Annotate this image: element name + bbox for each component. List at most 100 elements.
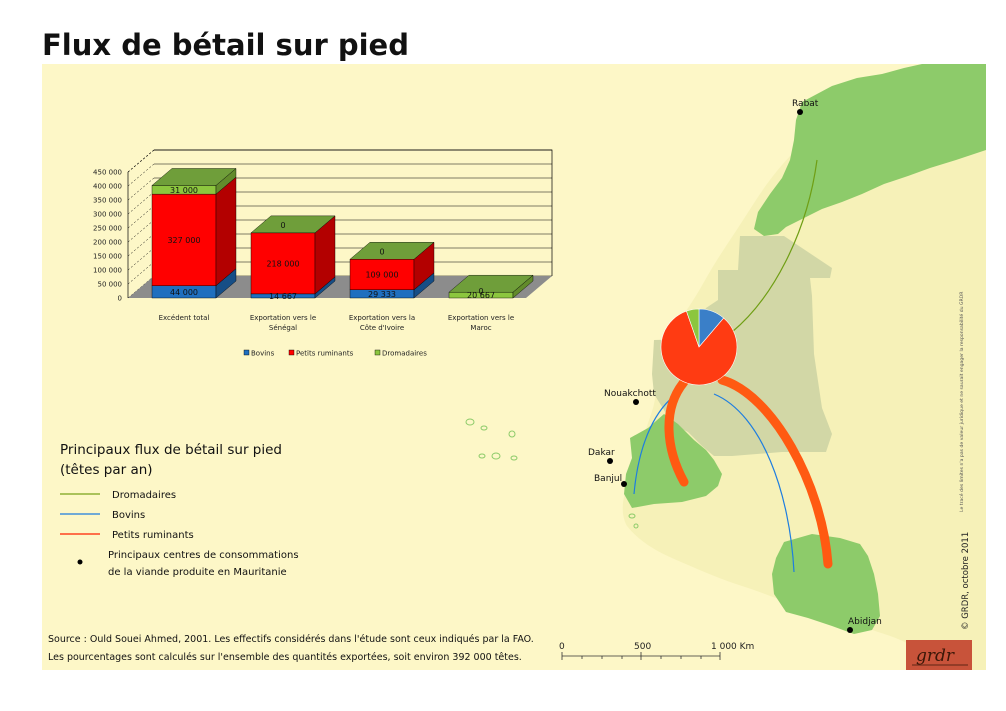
chart-legend: Bovins Petits ruminants Dromadaires <box>243 349 427 358</box>
legend-label-ruminants: Petits ruminants <box>112 530 194 541</box>
city-dot-rabat <box>797 109 803 115</box>
chart-bars: 44 000 327 000 31 000 14 667 218 000 0 29 333 1… <box>151 168 534 301</box>
category-label: Exportation vers le <box>250 314 316 322</box>
chart-legend-swatch-ruminants <box>288 349 295 356</box>
copyright-text: © GRDR, octobre 2011 <box>961 532 971 630</box>
bar-data-label: 0 <box>478 287 483 296</box>
legend-city-dot <box>77 559 83 565</box>
gridline-side <box>127 149 155 173</box>
pie-slice <box>686 308 700 348</box>
disclaimer-text: Le tracé des limites n'a pas de valeur j… <box>958 291 965 512</box>
scale-label-1000: 1 000 Km <box>711 642 754 652</box>
bar-data-label: 31 000 <box>170 186 198 195</box>
bar-top <box>349 242 435 260</box>
category-label: Exportation vers le <box>448 314 514 322</box>
legend-title-line2: (têtes par an) <box>60 462 153 478</box>
gridline-side <box>127 177 155 201</box>
gridline-side <box>127 261 155 285</box>
flow-cattle-senegal <box>633 395 675 495</box>
category-label: Sénégal <box>269 324 297 332</box>
grdr-logo: grdr <box>906 640 972 670</box>
land-morocco <box>754 64 986 236</box>
source-line2: Les pourcentages sont calculés sur l'ens… <box>48 652 522 663</box>
legend-title-line1: Principaux flux de bétail sur pied <box>60 442 282 458</box>
land-mauritania <box>652 236 832 456</box>
y-tick-label: 150 000 <box>93 253 122 261</box>
gridline-side <box>127 191 155 215</box>
pie-slice <box>660 310 738 386</box>
city-label-abidjan: Abidjan <box>848 617 882 627</box>
logo-text: grdr <box>916 646 955 666</box>
y-tick-label: 450 000 <box>93 169 122 177</box>
chart-legend-swatch-dromadaires <box>374 349 381 356</box>
bar-data-label: 20 667 <box>467 291 495 300</box>
chart-legend-label-bovins: Bovins <box>251 350 275 358</box>
bar-chart: 0 50 000 100 000 150 000 200 000 250 000 300 0… <box>93 149 553 358</box>
category-label: Maroc <box>470 324 491 332</box>
city-dot-abidjan <box>847 627 853 633</box>
land-cote-ivoire <box>772 534 880 634</box>
chart-categories: Excédent total Exportation vers le Sénégal… <box>159 314 515 332</box>
legend-point-line2: de la viande produite en Mauritanie <box>108 567 287 578</box>
flows <box>633 159 833 573</box>
bar-data-label: 29 333 <box>368 290 396 299</box>
y-tick-label: 250 000 <box>93 225 122 233</box>
scale-bar-line <box>561 652 721 660</box>
scale-label-0: 0 <box>559 642 565 652</box>
legend-point-line1: Principaux centres de consommations <box>108 550 299 561</box>
category-label: Excédent total <box>159 314 210 322</box>
scale-label-500: 500 <box>634 642 651 652</box>
bar-data-label: 218 000 <box>266 259 299 268</box>
map-panel: Rabat Nouakchott Dakar Banjul Abidjan 0 5… <box>42 64 986 670</box>
map-legend: Principaux flux de bétail sur pied (tête… <box>60 442 299 578</box>
bar-segment <box>349 259 415 290</box>
legend-label-dromadaires: Dromadaires <box>112 490 176 501</box>
export-pie <box>660 308 738 386</box>
city-label-nouakchott: Nouakchott <box>604 389 656 399</box>
map-land <box>465 64 986 670</box>
y-tick-label: 300 000 <box>93 211 122 219</box>
bar-segment <box>250 232 316 295</box>
gridline-side <box>127 205 155 229</box>
bar-data-label: 0 <box>379 247 384 256</box>
city-label-rabat: Rabat <box>792 99 819 109</box>
legend-label-bovins: Bovins <box>112 510 145 521</box>
bar-top <box>250 215 336 234</box>
city-dot-banjul <box>621 481 627 487</box>
y-tick-label: 350 000 <box>93 197 122 205</box>
city-label-dakar: Dakar <box>588 448 615 458</box>
bar-top <box>448 275 534 293</box>
bar-data-label: 14 667 <box>269 292 297 301</box>
city-label-banjul: Banjul <box>594 474 622 484</box>
bar-data-label: 327 000 <box>167 236 200 245</box>
cape-verde-islands <box>465 418 639 529</box>
bar-data-label: 109 000 <box>365 271 398 280</box>
y-tick-label: 100 000 <box>93 267 122 275</box>
flow-ruminants-senegal <box>664 377 689 487</box>
page-title: Flux de bétail sur pied <box>42 28 409 62</box>
gridline-side <box>127 247 155 271</box>
flow-camels-morocco <box>731 159 818 333</box>
y-tick-label: 50 000 <box>98 281 123 289</box>
bar-segment <box>151 193 217 286</box>
city-dot-nouakchott <box>633 399 639 405</box>
category-label: Exportation vers la <box>349 314 415 322</box>
scale-bar: 0 500 1 000 Km <box>559 642 754 660</box>
city-dot-dakar <box>607 458 613 464</box>
chart-y-ticks: 0 50 000 100 000 150 000 200 000 250 000 300 0… <box>93 169 122 303</box>
bar-data-label: 44 000 <box>170 288 198 297</box>
chart-legend-label-ruminants: Petits ruminants <box>296 350 354 358</box>
category-label: Côte d'Ivoire <box>360 324 404 332</box>
gridline-side <box>127 219 155 243</box>
y-tick-label: 400 000 <box>93 183 122 191</box>
bar-segment-side <box>215 176 237 287</box>
gridline-side <box>127 163 155 187</box>
cities: Rabat Nouakchott Dakar Banjul Abidjan <box>588 99 882 633</box>
source-line1: Source : Ould Souei Ahmed, 2001. Les eff… <box>48 634 534 645</box>
gridline-side <box>127 233 155 257</box>
chart-legend-label-dromadaires: Dromadaires <box>382 350 427 358</box>
flow-ruminants-ci <box>717 375 833 569</box>
flow-cattle-ci <box>713 393 795 573</box>
map-svg: Rabat Nouakchott Dakar Banjul Abidjan 0 5… <box>48 64 986 670</box>
chart-legend-swatch-bovins <box>243 349 250 356</box>
